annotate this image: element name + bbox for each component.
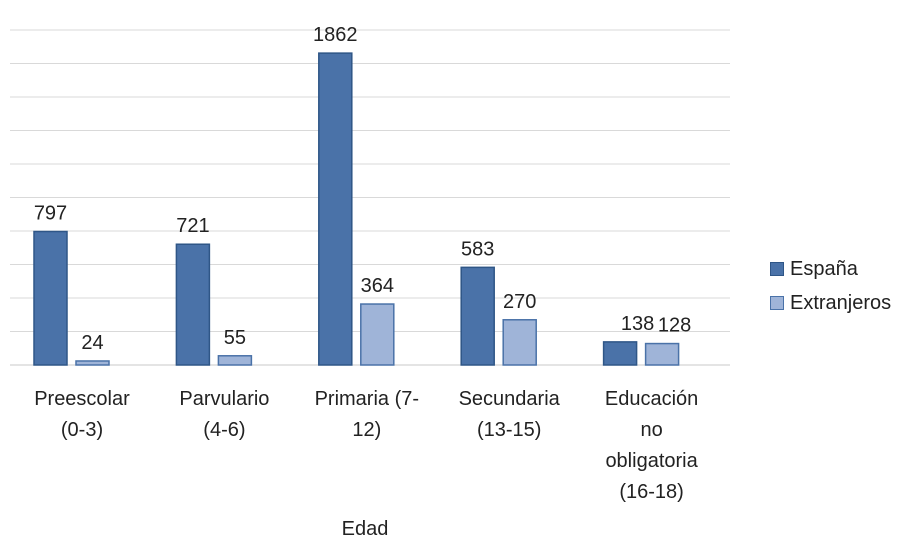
bar-extranjeros-2 [217, 355, 253, 366]
legend-swatch-espana [770, 262, 784, 276]
category-label-4: Secundaria (13-15) [459, 388, 561, 441]
x-axis-title: Edad [341, 518, 389, 540]
category-label-3: Primaria (7-12) [315, 388, 419, 441]
bar-chart: 797 24 721 55 1862 364 583 270 138 128 Preescolar… [10, 24, 730, 503]
category-tick-labels: Preescolar (0-3) Parvulario (4-6) Primaria (… [34, 388, 698, 503]
data-label-espana-4: 583 [461, 238, 494, 260]
legend-item-espana: España [770, 252, 891, 286]
legend-label-espana: España [790, 257, 858, 280]
data-label-espana-3: 1862 [313, 24, 358, 46]
data-label-espana-2: 721 [176, 215, 209, 237]
bar-extranjeros-3 [360, 303, 395, 366]
bar-espana-1 [33, 230, 68, 366]
category-label-2: Parvulario (4-6) [179, 388, 269, 441]
bar-espana-4 [460, 266, 495, 366]
legend-label-extranjeros: Extranjeros [790, 291, 892, 314]
bar-extranjeros-5 [644, 342, 680, 366]
bars [33, 52, 680, 366]
legend-item-extranjeros: Extranjeros [770, 286, 891, 320]
bar-extranjeros-1 [75, 360, 110, 366]
category-label-5: Educación no obligatoria (16-18) [605, 388, 699, 503]
bar-espana-3 [318, 52, 353, 366]
data-label-extranjeros-4: 270 [503, 291, 536, 313]
data-labels: 797 24 721 55 1862 364 583 270 138 128 [34, 24, 691, 354]
gridlines [10, 29, 730, 366]
bar-espana-5 [602, 341, 638, 366]
data-label-espana-1: 797 [34, 203, 67, 225]
data-label-extranjeros-5: 128 [658, 315, 691, 337]
category-label-1: Preescolar (0-3) [34, 388, 130, 441]
bar-extranjeros-4 [502, 319, 537, 366]
legend: España Extranjeros [770, 252, 891, 320]
legend-swatch-extranjeros [770, 296, 784, 310]
bar-espana-2 [175, 243, 211, 366]
data-label-extranjeros-1: 24 [81, 332, 103, 354]
data-label-extranjeros-3: 364 [361, 275, 394, 297]
data-label-extranjeros-2: 55 [224, 327, 246, 349]
data-label-espana-5: 138 [621, 313, 654, 335]
